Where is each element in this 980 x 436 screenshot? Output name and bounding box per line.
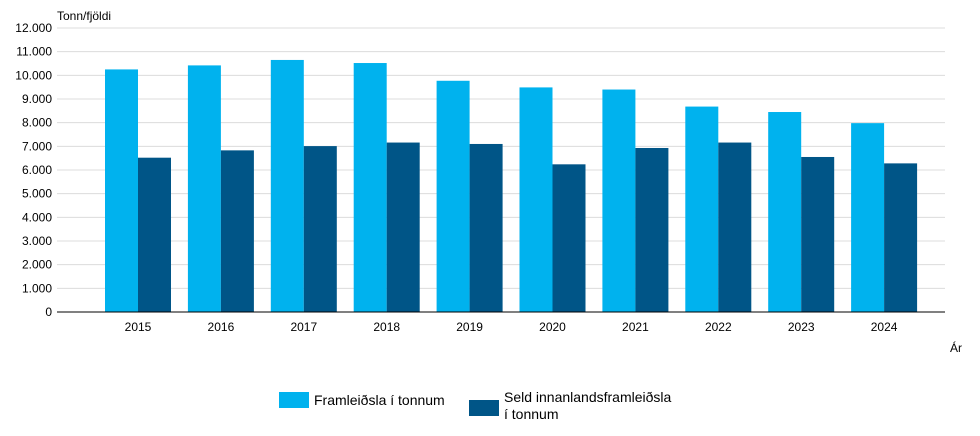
bar-series-1-2023: [768, 112, 802, 313]
x-tick-label: 2017: [290, 320, 317, 334]
x-tick-label: 2020: [539, 320, 566, 334]
y-tick-label: 10.000: [15, 68, 52, 82]
bar-series-2-2023: [801, 156, 835, 312]
legend-label-series-2-line-1: Seld innanlandsframleiðsla: [504, 389, 672, 405]
y-tick-label: 4.000: [22, 210, 52, 224]
y-tick-label: 11.000: [16, 45, 52, 59]
bar-series-2-2020: [552, 164, 586, 312]
bar-series-2-2019: [469, 143, 503, 312]
bar-series-2-2022: [718, 142, 752, 312]
bar-series-1-2018: [353, 63, 387, 312]
y-tick-label: 6.000: [22, 163, 52, 177]
bar-series-1-2021: [602, 89, 636, 313]
bar-series-2-2017: [303, 146, 337, 312]
bar-series-1-2015: [105, 69, 138, 313]
y-tick-label: 9.000: [22, 92, 52, 106]
legend-label-series-1: Framleiðsla í tonnum: [314, 392, 445, 408]
x-axis-ticks: 2015 2016 2017 2018 2019 2020 2021 2022 2023 2024: [125, 320, 898, 334]
legend-swatch-series-1: [279, 392, 309, 408]
legend-label-series-2-line-2: í tonnum: [504, 406, 558, 422]
bar-series-1-2020: [519, 87, 553, 312]
bar-series-1-2016: [187, 65, 221, 312]
legend-label-series-2: Seld innanlandsframleiðsla í tonnum: [504, 389, 675, 422]
bar-series-1-2019: [436, 80, 470, 312]
bar-series-2-2024: [884, 163, 918, 312]
x-tick-label: 2021: [622, 320, 649, 334]
y-tick-label: 1.000: [22, 281, 52, 295]
x-tick-label: 2023: [788, 320, 815, 334]
bar-series-2-2015: [138, 157, 171, 312]
y-tick-label: 0: [45, 305, 52, 319]
x-tick-label: 2019: [456, 320, 483, 334]
bar-series-2-2018: [386, 142, 420, 312]
x-tick-label: 2015: [125, 320, 152, 334]
legend-swatch-series-2: [469, 400, 499, 416]
legend: Framleiðsla í tonnum Seld innanlandsfram…: [279, 389, 675, 422]
x-tick-label: 2016: [208, 320, 235, 334]
x-tick-label: 2022: [705, 320, 732, 334]
x-axis-label: Ár: [950, 340, 962, 355]
bar-series-2-2016: [220, 150, 254, 312]
y-tick-label: 7.000: [22, 139, 52, 153]
y-tick-label: 2.000: [22, 258, 52, 272]
bars: [105, 59, 918, 313]
x-tick-label: 2018: [373, 320, 400, 334]
y-tick-label: 12.000: [15, 21, 52, 35]
y-tick-label: 3.000: [22, 234, 52, 248]
bar-series-1-2024: [851, 123, 885, 312]
y-tick-label: 8.000: [22, 116, 52, 130]
x-tick-label: 2024: [871, 320, 898, 334]
bar-series-2-2021: [635, 147, 669, 312]
bar-series-1-2017: [270, 59, 304, 313]
y-tick-label: 5.000: [22, 187, 52, 201]
y-axis-label: Tonn/fjöldi: [57, 9, 111, 23]
bar-series-1-2022: [685, 106, 719, 312]
y-axis-ticks: 0 1.000 2.000 3.000 4.000 5.000 6.000 7.000 8.00…: [15, 21, 52, 319]
